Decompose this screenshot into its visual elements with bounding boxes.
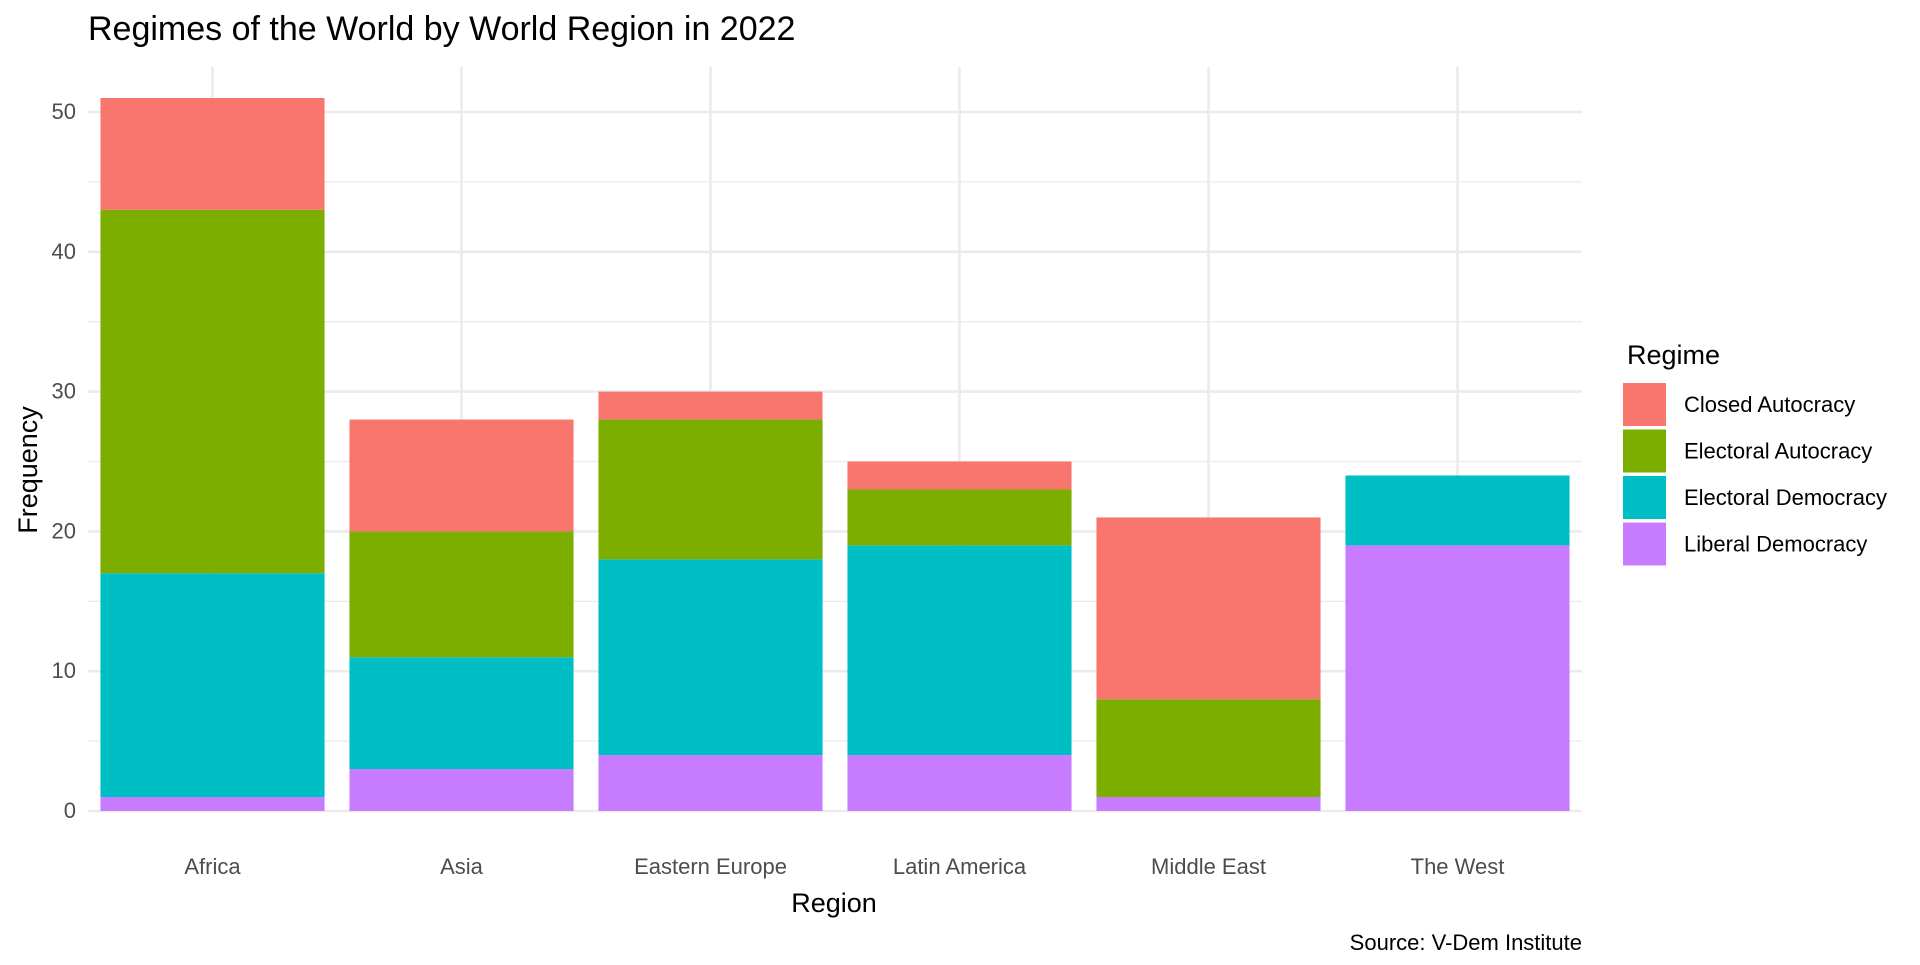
bar-segment-electoral-autocracy [847,489,1072,546]
legend-key [1623,383,1666,426]
legend-label: Electoral Democracy [1684,485,1887,510]
x-tick-label: Asia [440,854,484,879]
bar-segment-liberal-democracy [100,797,325,811]
x-tick-label: Africa [184,854,241,879]
bar-segment-closed-autocracy [100,98,325,210]
legend: Regime Closed Autocracy Electoral Autocra… [1623,340,1887,566]
bar-segment-closed-autocracy [598,391,823,420]
y-tick-label: 10 [52,658,76,683]
bar-segment-liberal-democracy [1096,797,1321,811]
bar-segment-electoral-autocracy [1096,699,1321,798]
y-axis-label: Frequency [13,406,43,534]
y-tick-label: 40 [52,239,76,264]
bar-segment-electoral-autocracy [100,209,325,574]
x-tick-label: The West [1411,854,1505,879]
bar-segment-liberal-democracy [847,755,1072,811]
legend-key [1623,476,1666,519]
legend-label: Electoral Autocracy [1684,439,1872,464]
bar-segment-closed-autocracy [349,419,574,532]
y-tick-label: 50 [52,99,76,124]
bar-segment-electoral-autocracy [598,419,823,560]
bar-segment-liberal-democracy [1345,545,1570,811]
bar-segment-closed-autocracy [1096,517,1321,700]
legend-label: Liberal Democracy [1684,532,1867,557]
legend-title: Regime [1627,340,1720,370]
x-axis-ticks: Africa Asia Eastern Europe Latin America Mid… [184,854,1504,879]
bar-segment-electoral-democracy [349,657,574,770]
bar-segment-electoral-democracy [598,559,823,756]
legend-label: Closed Autocracy [1684,392,1855,417]
y-tick-label: 0 [64,798,76,823]
bar-segment-liberal-democracy [598,755,823,811]
legend-key [1623,522,1666,566]
y-tick-label: 20 [52,518,76,543]
y-axis-ticks: 0 10 20 30 40 50 [52,99,76,823]
caption: Source: V-Dem Institute [1350,930,1582,955]
bar-segment-electoral-democracy [1345,475,1570,546]
bar-segment-electoral-democracy [847,545,1072,756]
y-tick-label: 30 [52,379,76,404]
bars [100,98,1570,811]
bar-segment-electoral-autocracy [349,531,574,658]
legend-key [1623,429,1666,473]
x-tick-label: Latin America [893,854,1027,879]
x-tick-label: Middle East [1151,854,1266,879]
chart-title: Regimes of the World by World Region in … [88,10,795,48]
bar-segment-electoral-democracy [100,573,325,798]
x-axis-label: Region [791,888,877,918]
bar-segment-closed-autocracy [847,461,1072,490]
bar-segment-liberal-democracy [349,769,574,811]
x-tick-label: Eastern Europe [634,854,787,879]
